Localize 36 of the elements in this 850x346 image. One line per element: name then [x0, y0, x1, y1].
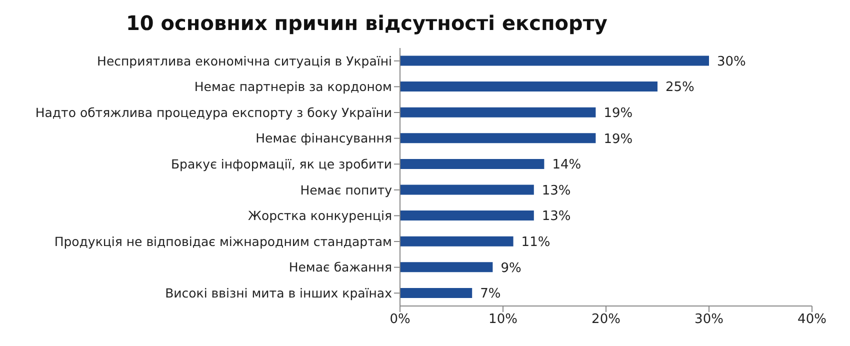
data-label: 19%	[604, 132, 633, 147]
y-tick-label: Бракує інформації, як це зробити	[170, 156, 392, 172]
x-tick-label: 30%	[694, 312, 724, 328]
y-tick-label: Немає бажання	[288, 260, 392, 275]
bar	[400, 107, 596, 118]
y-tick-label: Несприятлива економічна ситуація в Україні	[97, 53, 392, 68]
data-label: 13%	[542, 183, 571, 198]
y-tick-label: Високі ввізні мита в інших країнах	[165, 286, 392, 301]
x-tick-label: 10%	[488, 312, 518, 328]
x-tick-label: 40%	[798, 312, 826, 328]
data-label: 14%	[552, 158, 582, 173]
y-tick-label: Жорстка конкуренція	[248, 208, 392, 224]
bar	[400, 56, 709, 66]
x-tick-label: 20%	[592, 312, 620, 328]
data-label: 25%	[666, 80, 694, 96]
data-label: 9%	[500, 260, 522, 276]
bar	[400, 184, 534, 195]
bar	[400, 210, 534, 221]
data-label: 13%	[542, 209, 571, 224]
data-label: 11%	[521, 234, 550, 250]
y-tick-label: Продукція не відповідає міжнародним стандартам	[54, 234, 392, 249]
bar	[400, 158, 544, 169]
bar	[400, 288, 472, 298]
y-tick-label: Немає партнерів за кордоном	[194, 79, 392, 94]
data-label: 30%	[717, 54, 746, 70]
bar	[400, 82, 658, 92]
bar	[400, 262, 493, 272]
data-label: 7%	[480, 286, 501, 302]
y-tick-label: Немає фінансування	[256, 130, 392, 146]
bar	[400, 133, 596, 144]
chart-title: 10 основних причин відсутності експорту	[125, 10, 608, 37]
y-tick-label: Надто обтяжлива процедура експорту з боку України	[35, 104, 392, 120]
y-tick-label: Немає попиту	[300, 182, 393, 198]
data-label: 19%	[604, 106, 633, 121]
x-tick-label: 0%	[390, 312, 410, 328]
bar	[400, 236, 514, 246]
